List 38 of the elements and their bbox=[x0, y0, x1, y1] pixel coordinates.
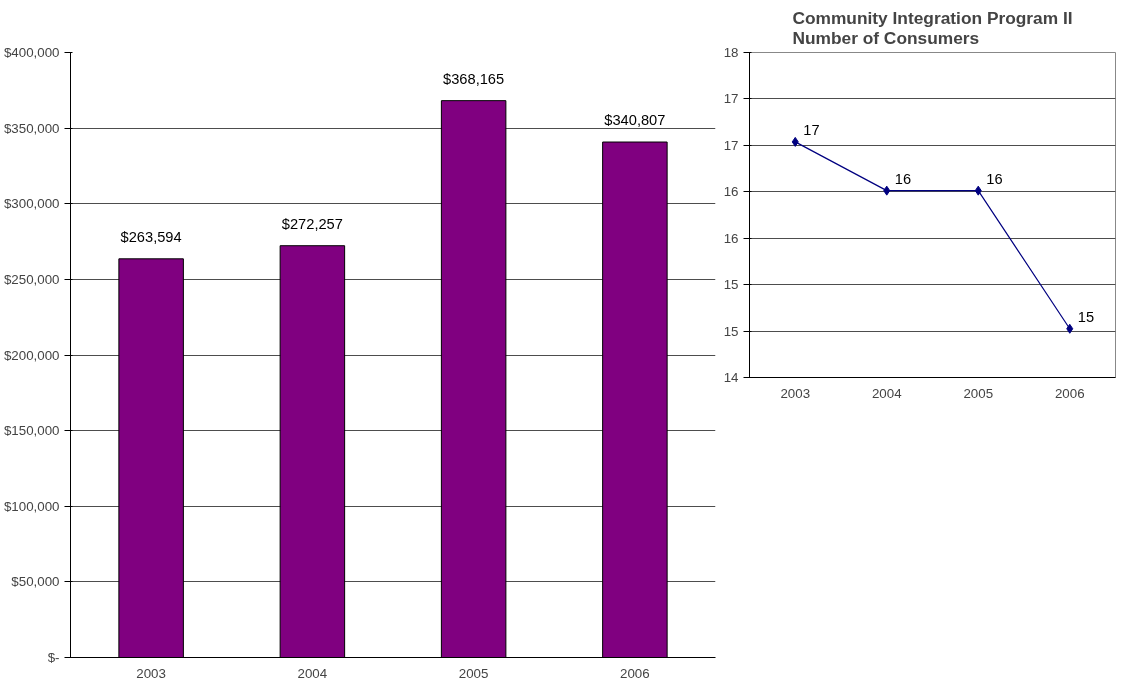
y-tick-label: 17 bbox=[723, 137, 739, 153]
y-tick-label: $400,000 bbox=[3, 45, 60, 60]
point bbox=[1066, 323, 1074, 334]
point bbox=[791, 136, 799, 147]
y-tick-label: $- bbox=[47, 650, 60, 665]
y-tick-label: 18 bbox=[723, 45, 739, 60]
chart-title: Community Integration Program II Number of Consumers bbox=[792, 7, 1073, 48]
y-tick-label: $200,000 bbox=[3, 347, 60, 363]
data-label: $340,807 bbox=[604, 112, 666, 129]
y-tick-label: $350,000 bbox=[3, 120, 60, 136]
x-tick-label: 2005 bbox=[963, 385, 994, 401]
point bbox=[974, 185, 982, 196]
data-label: 16 bbox=[986, 170, 1003, 187]
y-tick-label: $250,000 bbox=[3, 271, 60, 287]
x-tick-label: 2003 bbox=[780, 385, 811, 401]
x-tick-label: 2006 bbox=[1054, 385, 1085, 401]
y-tick-label: $150,000 bbox=[3, 423, 60, 439]
data-label: $263,594 bbox=[120, 228, 182, 245]
y-tick-label: $50,000 bbox=[11, 574, 60, 590]
y-tick-label: 15 bbox=[723, 277, 739, 293]
y-tick-label: $300,000 bbox=[3, 196, 60, 212]
x-tick-label: 2003 bbox=[136, 665, 166, 681]
data-label: 17 bbox=[803, 121, 820, 138]
point bbox=[883, 185, 891, 196]
data-label: 15 bbox=[1077, 308, 1095, 325]
data-label: 16 bbox=[894, 170, 912, 187]
data-label: $368,165 bbox=[443, 70, 505, 87]
y-tick-label: 17 bbox=[723, 91, 739, 107]
data-label: $272,257 bbox=[281, 215, 343, 232]
y-tick-label: 16 bbox=[723, 231, 739, 247]
x-tick-label: 2005 bbox=[458, 665, 489, 681]
y-tick-label: 15 bbox=[723, 323, 739, 339]
y-tick-label: $100,000 bbox=[3, 498, 60, 514]
x-tick-label: 2004 bbox=[871, 385, 903, 401]
x-tick-label: 2006 bbox=[620, 665, 650, 681]
y-tick-label: 14 bbox=[723, 370, 740, 385]
x-tick-label: 2004 bbox=[297, 665, 328, 681]
y-tick-label: 16 bbox=[723, 183, 739, 199]
